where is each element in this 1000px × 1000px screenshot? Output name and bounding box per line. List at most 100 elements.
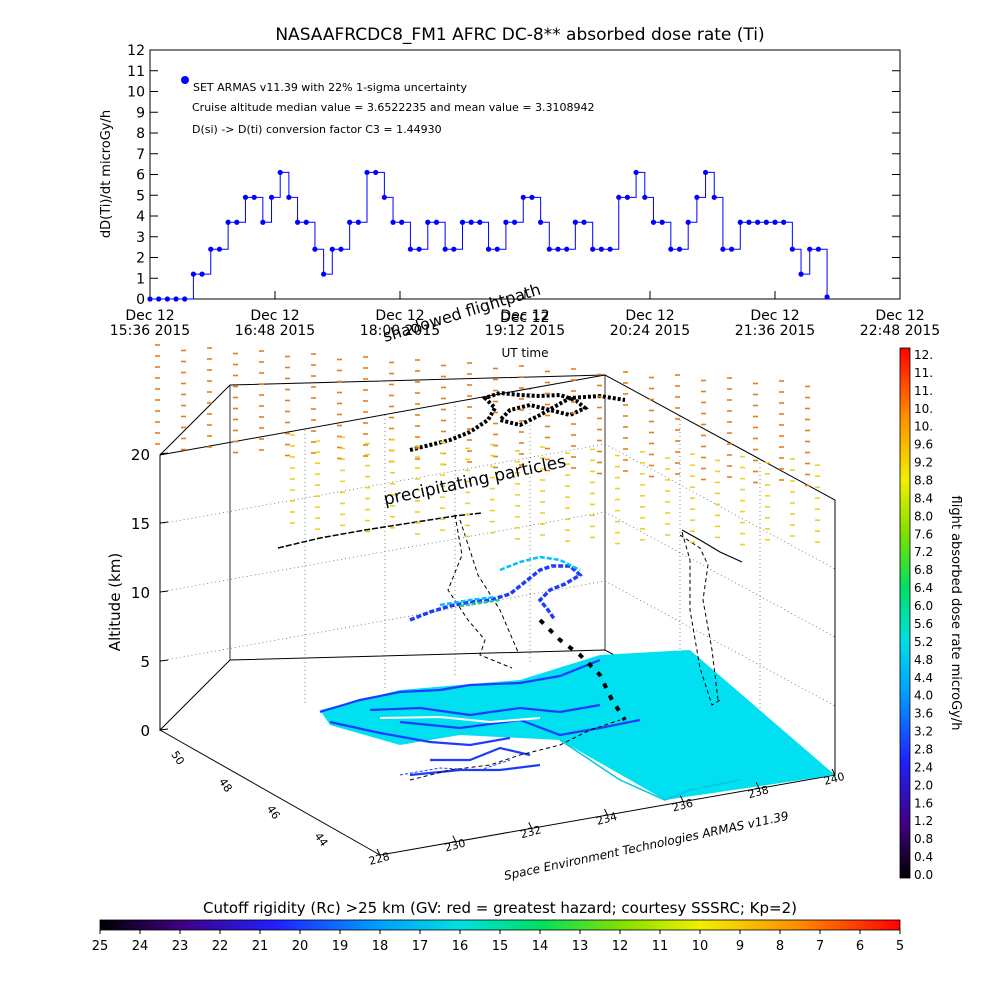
data-point (694, 194, 700, 200)
data-point (668, 246, 674, 252)
dose-colorbar (899, 347, 911, 879)
data-point (451, 246, 457, 252)
data-point (190, 271, 197, 277)
dec12-label: Dec 12 (500, 310, 549, 326)
data-point (355, 219, 361, 225)
dose-colorbar-tick: 6.8 (914, 563, 933, 577)
dose-colorbar-tick: 1.6 (914, 796, 933, 810)
flightpath-top (409, 390, 626, 452)
data-point (407, 246, 414, 252)
data-point (294, 219, 301, 225)
cutoff-colorbar (99, 919, 901, 931)
cutoff-colorbar-tick: 23 (172, 939, 189, 954)
dose-colorbar-tick: 3.6 (914, 707, 933, 721)
lon-tick (604, 808, 608, 816)
dose-dashes-lower (290, 434, 820, 546)
data-point (182, 296, 188, 302)
y-tick-label: 11 (127, 64, 145, 80)
annotation-2: Cruise altitude median value = 3.6522235… (192, 101, 595, 114)
data-point (702, 169, 709, 176)
data-point (642, 194, 648, 200)
dose-colorbar-tick: 9.6 (914, 438, 933, 452)
y-axis-label: dD(Ti)/dt microGy/h (99, 110, 114, 238)
dose-colorbar-tick: 2.4 (914, 760, 933, 774)
flightpath-projections (447, 514, 721, 706)
dose-colorbar-tick: 11. (914, 384, 933, 398)
data-point (485, 246, 492, 252)
dose-colorbar-tick: 6.0 (914, 599, 933, 613)
lon-tick (679, 795, 684, 802)
y-tick-label: 7 (136, 147, 145, 163)
dose-colorbar-tick: 2.8 (914, 742, 933, 756)
data-point (815, 246, 822, 252)
z-tick (159, 728, 169, 731)
lon-tick-label: 232 (519, 823, 543, 841)
z-axis-label: Altitude (km) (106, 553, 124, 651)
data-point (303, 219, 309, 225)
dose-colorbar-tick: 3.2 (914, 725, 933, 739)
dose-dashes-upper (155, 344, 810, 487)
cutoff-colorbar-tick: 16 (452, 939, 469, 954)
data-point (433, 219, 440, 225)
cutoff-colorbar-tick: 22 (212, 939, 229, 954)
x-tick-label-date: Dec 12 (500, 308, 549, 324)
lon-tick (831, 768, 836, 776)
x-tick-label-time: 22:48 2015 (860, 323, 940, 339)
x-tick-label-date: Dec 12 (750, 308, 799, 324)
data-point (216, 246, 223, 252)
lat-tick-label: 48 (216, 776, 235, 795)
lon-tick (452, 835, 457, 842)
data-point (728, 246, 735, 252)
data-point (659, 219, 665, 225)
z-tick-label: 20 (131, 446, 150, 464)
y-tick-label: 5 (136, 188, 145, 204)
cutoff-colorbar-tick: 14 (532, 939, 549, 954)
lon-axis: 228 230 232 234 236 238 240 (367, 768, 846, 868)
cutoff-colorbar-ticks: 25 24 23 22 21 20 19 18 17 16 15 14 13 12 11 10 9 8 7 6 5 (92, 930, 904, 954)
data-point (798, 271, 804, 277)
data-point (277, 169, 283, 176)
cutoff-colorbar-tick: 21 (252, 939, 269, 954)
dose-colorbar-tick: 0.0 (914, 868, 933, 882)
dose-colorbar-tick: 9.2 (914, 456, 933, 470)
data-point (824, 294, 830, 300)
data-point (312, 246, 318, 252)
lon-tick (528, 822, 533, 829)
cutoff-colorbar-tick: 6 (856, 939, 864, 954)
y-tick-label: 12 (127, 43, 145, 59)
z-tick (159, 659, 169, 662)
data-point (789, 246, 795, 252)
cutoff-colorbar-tick: 11 (652, 939, 669, 954)
z-axis: 0 5 10 15 20 (131, 446, 169, 740)
y-tick-label: 1 (136, 271, 145, 287)
data-point (807, 246, 813, 252)
z-tick-label: 10 (131, 584, 150, 602)
dose-colorbar-tick: 7.2 (914, 545, 933, 559)
data-point (225, 219, 231, 225)
data-point (624, 194, 631, 200)
data-point (399, 219, 405, 225)
dose-colorbar-tick: 4.8 (914, 653, 933, 667)
series-dose-rate (147, 169, 830, 302)
data-point (607, 246, 613, 252)
data-point (538, 219, 544, 225)
x-tick-label-date: Dec 12 (625, 308, 674, 324)
lon-tick-label: 234 (595, 810, 619, 828)
data-point (503, 219, 509, 225)
flightpath-shadow (409, 719, 621, 781)
data-point (173, 296, 179, 302)
data-point (164, 296, 170, 302)
dose-colorbar-tick: 4.0 (914, 689, 933, 703)
data-point (381, 194, 387, 200)
cutoff-colorbar-tick: 10 (692, 939, 709, 954)
y-tick-label: 4 (136, 209, 145, 225)
lon-tick-label: 228 (367, 850, 391, 868)
data-point (338, 246, 344, 252)
legend-marker (181, 76, 189, 84)
z-tick-label: 15 (131, 515, 150, 533)
data-point (511, 219, 518, 225)
y-tick-label: 8 (136, 126, 145, 142)
data-point (477, 219, 483, 225)
x-tick-label-time: 21:36 2015 (735, 323, 815, 339)
